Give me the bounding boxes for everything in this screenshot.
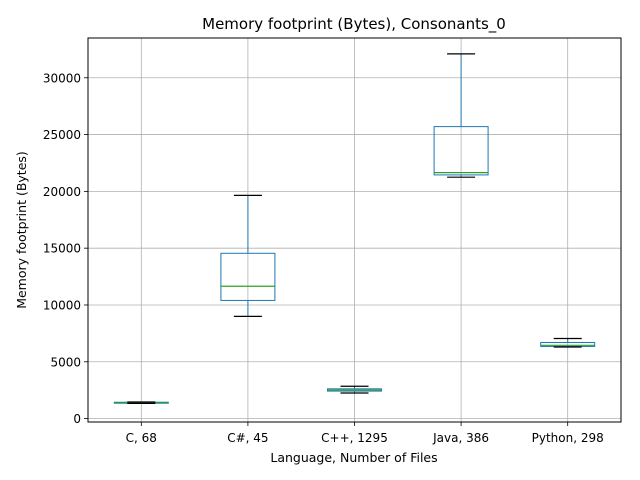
y-axis-label: Memory footprint (Bytes) <box>14 151 29 309</box>
y-tick-label: 20000 <box>43 185 81 199</box>
box-series <box>113 53 596 404</box>
y-tick-label: 10000 <box>43 298 81 312</box>
x-axis-label: Language, Number of Files <box>270 450 437 465</box>
y-tick-label: 30000 <box>43 71 81 85</box>
chart-title: Memory footprint (Bytes), Consonants_0 <box>202 15 506 34</box>
x-tick-label: C++, 1295 <box>321 431 388 445</box>
box-5 <box>540 337 596 348</box>
grid-lines <box>88 38 621 422</box>
axis-ticks: 0 5000 10000 15000 20000 25000 30000 C, 68 C#, 4… <box>43 71 604 445</box>
x-tick-label: C#, 45 <box>227 431 268 445</box>
box-1 <box>113 401 169 404</box>
x-tick-label: Python, 298 <box>532 431 604 445</box>
iqr-box <box>220 252 276 301</box>
y-tick-label: 5000 <box>50 355 81 369</box>
box-3 <box>327 385 382 394</box>
y-tick-label: 0 <box>73 412 81 426</box>
iqr-box <box>433 126 489 176</box>
y-tick-label: 15000 <box>43 242 81 256</box>
box-2 <box>220 194 276 317</box>
x-tick-label: C, 68 <box>126 431 157 445</box>
box-4 <box>433 53 489 178</box>
x-tick-label: Java, 386 <box>432 431 489 445</box>
y-tick-label: 25000 <box>43 128 81 142</box>
